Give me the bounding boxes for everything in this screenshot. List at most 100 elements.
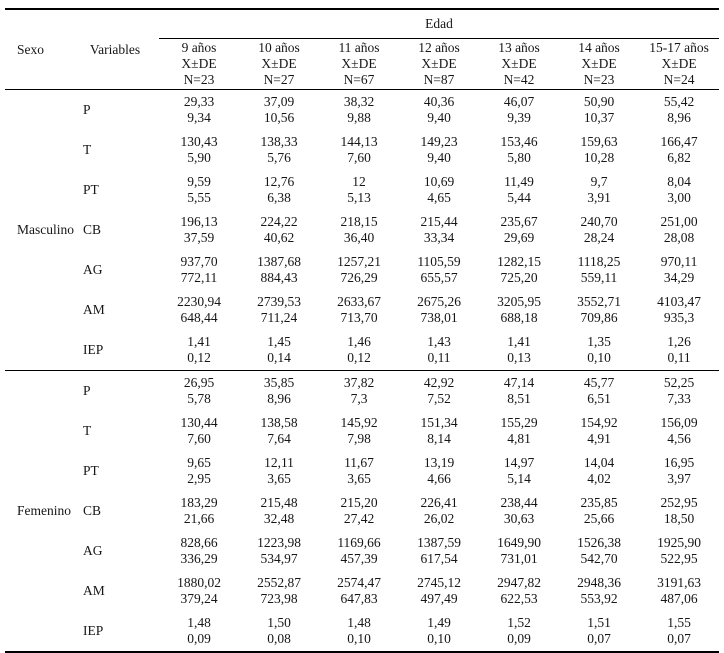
sd-value: 5,14 — [507, 471, 531, 486]
data-row: IEP 1,41 0,12 1,45 0,14 1,46 0,12 1,43 0,11 1,41 0… — [5, 330, 719, 371]
data-row: AG 937,70 772,11 1387,68 884,43 1257,21 726,29… — [5, 250, 719, 290]
sd-value: 772,11 — [180, 270, 218, 285]
sd-value: 655,57 — [420, 270, 458, 285]
age-column-header: 14 años X±DE N=23 — [559, 38, 639, 90]
sd-value: 29,69 — [503, 230, 535, 245]
mean-value: 4103,47 — [657, 293, 701, 309]
data-cell: 8,04 3,00 — [639, 170, 719, 210]
data-cell: 1,48 0,09 — [159, 611, 239, 652]
data-cell: 2675,26 738,01 — [399, 290, 479, 330]
mean-value: 153,46 — [500, 133, 538, 149]
data-cell: 26,95 5,78 — [159, 370, 239, 411]
data-cell: 828,66 336,29 — [159, 531, 239, 571]
data-cell: 235,67 29,69 — [479, 210, 559, 250]
data-cell: 38,32 9,88 — [319, 90, 399, 131]
data-cell: 1,43 0,11 — [399, 330, 479, 371]
data-cell: 224,22 40,62 — [239, 210, 319, 250]
sd-value: 0,11 — [667, 350, 691, 365]
mean-value: 218,15 — [340, 213, 378, 229]
sd-value: 3,65 — [267, 471, 291, 486]
mean-value: 970,11 — [660, 253, 698, 269]
sd-value: 731,01 — [500, 551, 538, 566]
sd-value: 0,07 — [587, 631, 611, 646]
sd-value: 7,64 — [267, 431, 291, 446]
data-row: PT 9,65 2,95 12,11 3,65 11,67 3,65 13,19 4,66 14,… — [5, 451, 719, 491]
data-cell: 235,85 25,66 — [559, 491, 639, 531]
mean-value: 47,14 — [503, 374, 535, 390]
age-column-header: 12 años X±DE N=87 — [399, 38, 479, 90]
data-cell: 47,14 8,51 — [479, 370, 559, 411]
sd-value: 3,00 — [667, 190, 691, 205]
variable-label: AG — [83, 543, 103, 558]
mean-value: 130,44 — [180, 414, 218, 430]
data-cell: 1,35 0,10 — [559, 330, 639, 371]
data-cell: 35,85 8,96 — [239, 370, 319, 411]
sd-value: 738,01 — [420, 310, 458, 325]
mean-value: 3552,71 — [577, 293, 621, 309]
sd-value: 559,11 — [580, 270, 618, 285]
data-cell: 4103,47 935,3 — [639, 290, 719, 330]
mean-value: 1118,25 — [577, 253, 621, 269]
sd-value: 553,92 — [580, 591, 618, 606]
data-cell: 1,46 0,12 — [319, 330, 399, 371]
mean-value: 156,09 — [660, 414, 698, 430]
mean-value: 1387,59 — [417, 534, 461, 550]
mean-value: 937,70 — [180, 253, 218, 269]
mean-value: 1,48 — [347, 614, 371, 630]
data-cell: 14,97 5,14 — [479, 451, 559, 491]
mean-value: 9,65 — [187, 454, 211, 470]
sd-value: 0,11 — [427, 350, 451, 365]
variable-label: P — [83, 102, 91, 117]
data-row: Femenino P 26,95 5,78 35,85 8,96 37,82 7,3 42,92… — [5, 370, 720, 652]
sd-value: 0,10 — [587, 350, 611, 365]
sd-value: 7,3 — [350, 391, 368, 406]
sd-value: 4,56 — [667, 431, 691, 446]
data-cell: 166,47 6,82 — [639, 130, 719, 170]
sd-value: 542,70 — [580, 551, 618, 566]
age-column-header: 11 años X±DE N=67 — [319, 38, 399, 90]
sd-value: 5,55 — [187, 190, 211, 205]
sd-value: 4,91 — [587, 431, 611, 446]
sd-value: 5,90 — [187, 150, 211, 165]
data-cell: 1282,15 725,20 — [479, 250, 559, 290]
data-row: IEP 1,48 0,09 1,50 0,08 1,48 0,10 1,49 0,10 1,52 0… — [5, 611, 719, 652]
age-column-header: 13 años X±DE N=42 — [479, 38, 559, 90]
mean-value: 14,97 — [503, 454, 535, 470]
data-cell: 42,92 7,52 — [399, 370, 479, 411]
mean-value: 2947,82 — [497, 574, 541, 590]
mean-value: 149,23 — [420, 133, 458, 149]
data-cell: 9,7 3,91 — [559, 170, 639, 210]
sd-value: 6,51 — [587, 391, 611, 406]
data-cell: 183,29 21,66 — [159, 491, 239, 531]
data-cell: 156,09 4,56 — [639, 411, 719, 451]
mean-value: 9,59 — [187, 173, 211, 189]
variable-label: PT — [83, 182, 99, 197]
sd-value: 33,34 — [423, 230, 455, 245]
sd-value: 26,02 — [423, 511, 455, 526]
sd-value: 8,51 — [507, 391, 531, 406]
mean-value: 1223,98 — [257, 534, 301, 550]
mean-value: 252,95 — [660, 494, 698, 510]
sd-value: 0,12 — [187, 350, 211, 365]
sd-value: 5,78 — [187, 391, 211, 406]
mean-value: 251,00 — [660, 213, 698, 229]
anthropometry-by-sex-age-table: Sexo Variables Edad 9 años X±DE N=23 10 año… — [5, 8, 720, 653]
data-cell: 2947,82 622,53 — [479, 571, 559, 611]
sd-value: 18,50 — [663, 511, 695, 526]
sd-value: 725,20 — [500, 270, 538, 285]
data-cell: 9,65 2,95 — [159, 451, 239, 491]
mean-value: 42,92 — [423, 374, 455, 390]
mean-value: 240,70 — [580, 213, 618, 229]
data-cell: 215,20 27,42 — [319, 491, 399, 531]
mean-value: 1282,15 — [497, 253, 541, 269]
mean-value: 138,58 — [260, 414, 298, 430]
sd-value: 688,18 — [500, 310, 538, 325]
mean-value: 155,29 — [500, 414, 538, 430]
data-cell: 151,34 8,14 — [399, 411, 479, 451]
mean-value: 828,66 — [180, 534, 218, 550]
mean-value: 11,49 — [504, 173, 534, 189]
data-cell: 1,26 0,11 — [639, 330, 719, 371]
data-cell: 1118,25 559,11 — [559, 250, 639, 290]
mean-value: 55,42 — [663, 93, 695, 109]
